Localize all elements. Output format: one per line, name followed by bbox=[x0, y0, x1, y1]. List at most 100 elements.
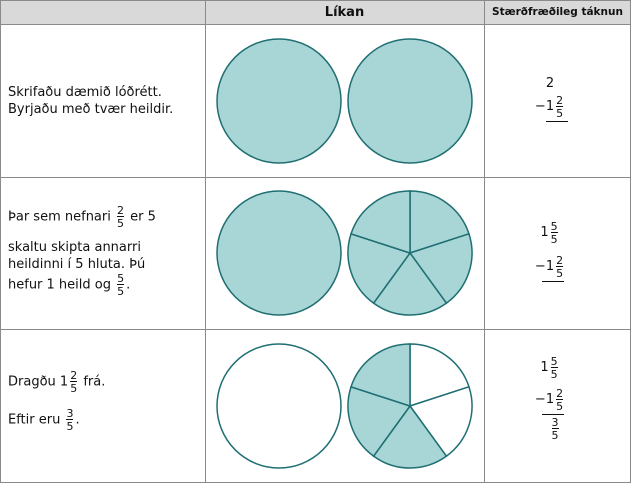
circle-model bbox=[216, 38, 342, 164]
denominator: 5 bbox=[556, 266, 564, 280]
sector-shaded bbox=[409, 190, 470, 255]
whole-number: 1 bbox=[545, 99, 555, 114]
header-model: Líkan bbox=[205, 0, 484, 24]
row2-para2-line1: skaltu skipta annarri bbox=[8, 240, 141, 255]
minuend-value: 2 bbox=[545, 76, 555, 91]
denominator: 5 bbox=[556, 106, 564, 120]
minus-sign: − bbox=[534, 99, 546, 114]
numerator: 3 bbox=[66, 407, 74, 420]
sum-line bbox=[546, 121, 568, 122]
circle-model bbox=[216, 190, 342, 316]
denominator: 5 bbox=[550, 232, 558, 246]
denominator: 5 bbox=[117, 216, 124, 230]
numerator: 2 bbox=[117, 204, 124, 217]
minus-sign: − bbox=[534, 259, 546, 274]
circle-model bbox=[347, 190, 473, 316]
sector-shaded bbox=[350, 343, 411, 408]
subtrahend: −1 2 5 bbox=[520, 387, 580, 413]
sum-line bbox=[542, 281, 564, 282]
denominator: 5 bbox=[117, 284, 125, 298]
row2-para1-text-b: er 5 bbox=[130, 209, 156, 225]
denominator: 5 bbox=[551, 428, 559, 442]
numerator: 2 bbox=[556, 254, 564, 267]
sum-line bbox=[542, 414, 564, 415]
subtrahend: −1 2 5 bbox=[520, 94, 580, 120]
numerator: 5 bbox=[117, 272, 125, 285]
sector-shaded bbox=[372, 251, 448, 316]
row1-instruction: Skrifaðu dæmið lóðrétt. Byrjaðu með tvær… bbox=[8, 84, 173, 118]
grid-line bbox=[205, 0, 206, 483]
denominator: 5 bbox=[66, 419, 74, 433]
sector-shaded bbox=[347, 232, 412, 305]
grid-line bbox=[484, 0, 485, 483]
grid-line bbox=[0, 24, 631, 25]
numerator: 2 bbox=[556, 94, 564, 107]
minus-sign: − bbox=[534, 392, 546, 407]
sector-shaded bbox=[372, 404, 448, 469]
numerator: 2 bbox=[556, 387, 564, 400]
sector-unshaded bbox=[409, 343, 470, 408]
row1-math: 2 −1 2 5 bbox=[520, 74, 580, 123]
whole-number: 1 bbox=[545, 259, 555, 274]
denominator: 5 bbox=[70, 381, 78, 395]
sector-shaded bbox=[350, 190, 411, 255]
denominator: 5 bbox=[556, 399, 564, 413]
whole-number: 1 bbox=[540, 360, 549, 375]
whole-number: 1 bbox=[540, 225, 549, 240]
header-math-notation: Stærðfræðileg táknun bbox=[484, 0, 631, 24]
sector-shaded bbox=[347, 385, 412, 458]
numerator: 5 bbox=[550, 220, 558, 233]
circle-model bbox=[347, 343, 473, 469]
header-cell-blank bbox=[0, 0, 205, 24]
row1-line1: Skrifaðu dæmið lóðrétt. bbox=[8, 85, 162, 100]
sector-shaded bbox=[408, 232, 473, 305]
grid-line bbox=[0, 0, 631, 1]
period: . bbox=[126, 277, 131, 293]
period: . bbox=[75, 412, 80, 428]
row2-para2-line2: heildinni í 5 hluta. Þú bbox=[8, 257, 146, 272]
row1-line2: Byrjaðu með tvær heildir. bbox=[8, 102, 174, 117]
numerator: 3 bbox=[551, 416, 559, 429]
numerator: 2 bbox=[70, 369, 78, 382]
row3-text-a: Dragðu bbox=[8, 374, 56, 390]
row2-para2-text: hefur 1 heild og bbox=[8, 277, 111, 293]
row2-para1-text-a: Þar sem nefnari bbox=[8, 209, 111, 225]
grid-line bbox=[0, 0, 1, 483]
row3-text-a-end: frá. bbox=[83, 374, 106, 390]
row3-text-b: Eftir eru bbox=[8, 412, 61, 428]
subtrahend: −1 2 5 bbox=[520, 254, 580, 280]
grid-line bbox=[0, 177, 631, 178]
minuend: 2 bbox=[520, 74, 580, 94]
numerator: 5 bbox=[550, 355, 558, 368]
circle-model bbox=[347, 38, 473, 164]
whole-number: 1 bbox=[545, 392, 555, 407]
whole-number: 1 bbox=[59, 374, 69, 390]
grid-line bbox=[0, 329, 631, 330]
whole-shaded bbox=[216, 190, 342, 316]
circle-model bbox=[216, 343, 342, 469]
denominator: 5 bbox=[550, 367, 558, 381]
fraction-models bbox=[216, 38, 473, 469]
